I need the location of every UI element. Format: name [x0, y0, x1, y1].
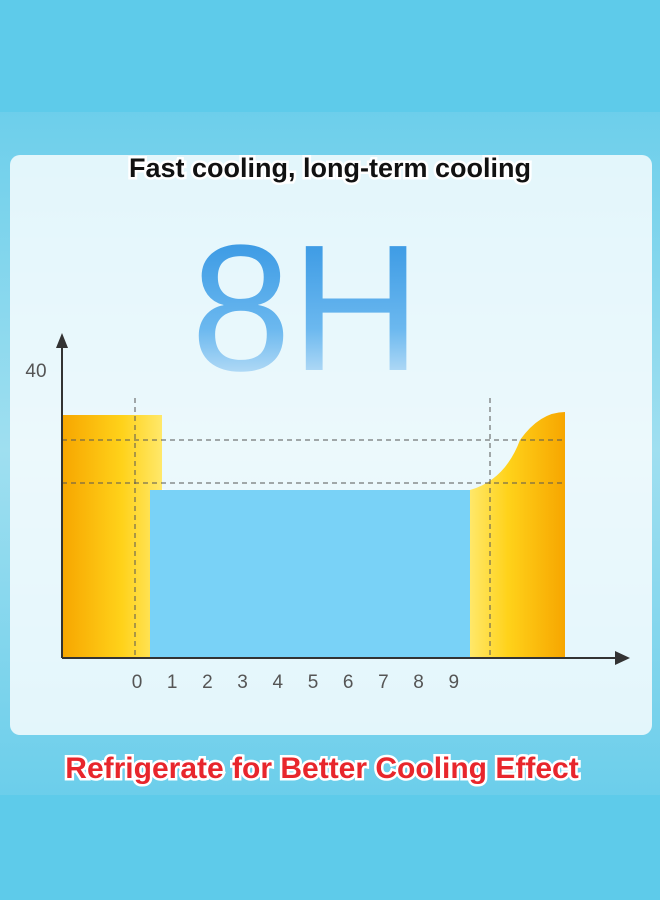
y-label: 40 — [25, 361, 46, 382]
top-band — [0, 0, 660, 112]
guide-lines — [62, 398, 565, 658]
x-label: 1 — [167, 672, 178, 693]
x-label: 9 — [449, 672, 460, 693]
title: Fast cooling, long-term cooling — [129, 153, 531, 183]
cool-area — [150, 490, 475, 658]
x-label: 4 — [273, 672, 284, 693]
x-label: 8 — [413, 672, 424, 693]
x-label: 7 — [378, 672, 389, 693]
x-label: 3 — [237, 672, 248, 693]
x-label: 0 — [132, 672, 143, 693]
headline: 8H — [191, 208, 421, 409]
caption: Refrigerate for Better Cooling Effect — [65, 752, 578, 785]
axes — [56, 333, 630, 665]
x-label: 5 — [308, 672, 319, 693]
warm-bar-left — [62, 415, 162, 658]
x-label: 2 — [202, 672, 213, 693]
x-label: 6 — [343, 672, 354, 693]
bottom-band — [0, 795, 660, 900]
warm-bar-right — [470, 412, 565, 658]
x-labels: 0 1 2 3 4 5 6 7 8 9 — [132, 672, 459, 693]
